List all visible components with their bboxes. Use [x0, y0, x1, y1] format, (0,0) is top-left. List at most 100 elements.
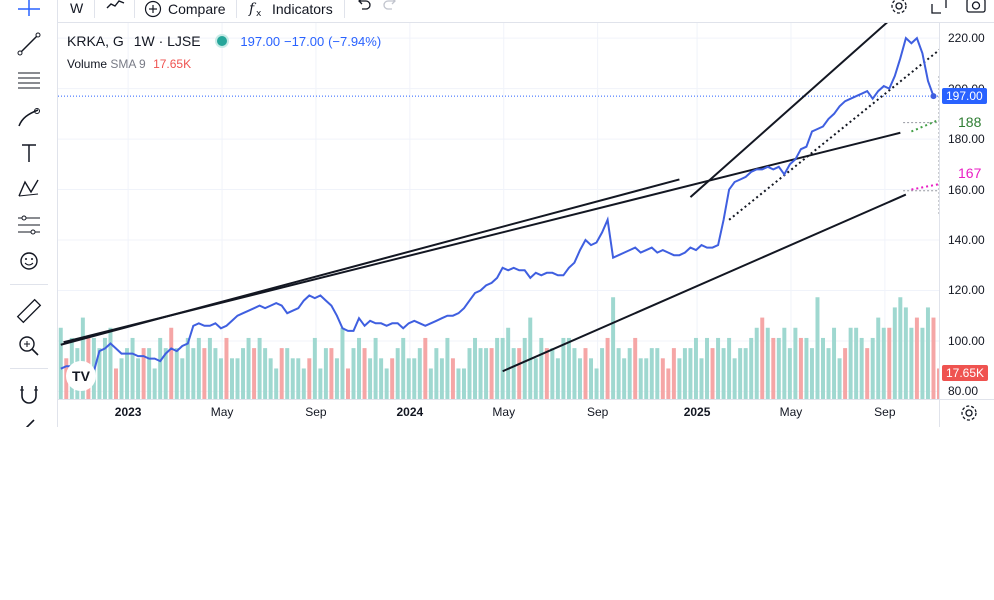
price-tick-label: 180.00 — [948, 132, 985, 147]
forecast-icon — [18, 215, 40, 235]
emoji-tool[interactable] — [14, 246, 44, 276]
volume-bar — [357, 337, 362, 399]
redo-button[interactable] — [382, 0, 400, 15]
volume-bar — [881, 327, 886, 399]
dotted-trend-line — [728, 48, 939, 221]
volume-bar — [285, 348, 290, 399]
indicators-button[interactable]: f x Indicators — [248, 0, 333, 19]
volume-bar — [920, 327, 925, 399]
volume-bar — [136, 358, 141, 399]
volume-bar — [58, 327, 63, 399]
pattern-tool[interactable] — [14, 174, 44, 204]
volume-bar — [710, 348, 715, 399]
chart-type-button[interactable] — [106, 0, 126, 16]
volume-bar — [859, 337, 864, 399]
undo-button[interactable] — [354, 0, 372, 15]
price-axis[interactable]: 80.00100.00120.00140.00160.00180.00200.0… — [939, 23, 994, 399]
volume-bar — [555, 358, 560, 399]
volume-bar — [296, 358, 301, 399]
chart-pane[interactable]: TV — [58, 23, 939, 399]
brush-tool[interactable] — [14, 102, 44, 132]
volume-bar — [517, 348, 522, 399]
volume-bar — [561, 337, 566, 399]
time-tick-label: May — [779, 405, 803, 419]
market-status-icon[interactable] — [214, 34, 229, 48]
toolbar-divider — [134, 0, 135, 18]
crosshair-icon — [18, 0, 40, 16]
volume-bar — [732, 358, 737, 399]
volume-bar — [290, 358, 295, 399]
legend-volume-value: 17.65K — [153, 57, 192, 71]
text-tool[interactable] — [14, 138, 44, 168]
volume-bar — [550, 348, 555, 399]
time-tick-label: 2024 — [396, 405, 424, 419]
volume-bar — [362, 348, 367, 399]
time-tick-label: 2023 — [114, 405, 142, 419]
settings-button[interactable] — [889, 0, 909, 14]
volume-bar — [937, 368, 939, 399]
volume-bar — [384, 368, 389, 399]
volume-bar — [787, 348, 792, 399]
volume-bar — [760, 317, 765, 399]
volume-bar — [395, 348, 400, 399]
trend-line — [63, 131, 901, 344]
line-chart-icon — [106, 0, 125, 9]
volume-legend[interactable]: Volume SMA 9 17.65K — [67, 57, 191, 71]
volume-bar — [887, 327, 892, 399]
volume-bar — [406, 358, 411, 399]
crosshair-tool[interactable] — [14, 0, 44, 20]
volume-bar — [484, 348, 489, 399]
volume-bar — [246, 337, 251, 399]
top-toolbar: W Compare f x Indicators — [58, 0, 994, 23]
volume-bar — [478, 348, 483, 399]
volume-bar — [611, 297, 616, 399]
dotted-trend-line — [910, 118, 939, 133]
snapshot-button[interactable] — [965, 0, 987, 14]
ruler-icon — [16, 298, 42, 324]
forecast-tool[interactable] — [14, 210, 44, 240]
volume-bar — [379, 358, 384, 399]
volume-bar — [655, 348, 660, 399]
legend-interval: 1W — [133, 33, 155, 49]
volume-bar — [307, 358, 312, 399]
svg-text:f: f — [248, 1, 257, 17]
svg-text:x: x — [256, 9, 262, 18]
time-axis[interactable]: 2023 May Sep 2024 May Sep 2025 May Sep — [58, 399, 939, 427]
ruler-tool[interactable] — [14, 296, 44, 326]
volume-bar — [213, 348, 218, 399]
settings-icon[interactable] — [959, 403, 979, 423]
tradingview-logo[interactable]: TV — [66, 361, 96, 391]
drawing-toolbar — [0, 0, 58, 427]
volume-bar — [616, 348, 621, 399]
legend-volume-sma: SMA 9 — [110, 57, 146, 71]
settings-icon — [891, 0, 907, 14]
fib-icon — [18, 72, 40, 89]
zoom-in-tool[interactable] — [14, 331, 44, 361]
volume-bar — [473, 337, 478, 399]
volume-bar — [533, 358, 538, 399]
volume-bar — [174, 348, 179, 399]
volume-bar — [495, 337, 500, 399]
volume-bar — [450, 358, 455, 399]
magnet-tool[interactable] — [14, 379, 44, 409]
volume-bar — [870, 337, 875, 399]
volume-bar — [301, 368, 306, 399]
volume-bar — [589, 358, 594, 399]
pencil-tool[interactable] — [14, 412, 44, 427]
volume-bar — [633, 337, 638, 399]
time-tick-label: Sep — [586, 405, 609, 419]
compare-button[interactable]: Compare — [144, 0, 226, 18]
fib-tool[interactable] — [14, 65, 44, 95]
volume-bar — [235, 358, 240, 399]
trend-line — [502, 193, 907, 373]
fullscreen-button[interactable] — [929, 0, 949, 14]
interval-button[interactable]: W — [70, 0, 84, 16]
camera-icon — [966, 0, 986, 13]
trend-line-tool[interactable] — [14, 29, 44, 59]
volume-bar — [461, 368, 466, 399]
symbol-legend[interactable]: KRKA, G 1W · LJSE 197.00 −17.00 (−7.94%) — [67, 33, 382, 49]
legend-suffix: G — [112, 33, 124, 49]
trend-line — [689, 23, 888, 198]
axis-corner — [939, 399, 994, 427]
